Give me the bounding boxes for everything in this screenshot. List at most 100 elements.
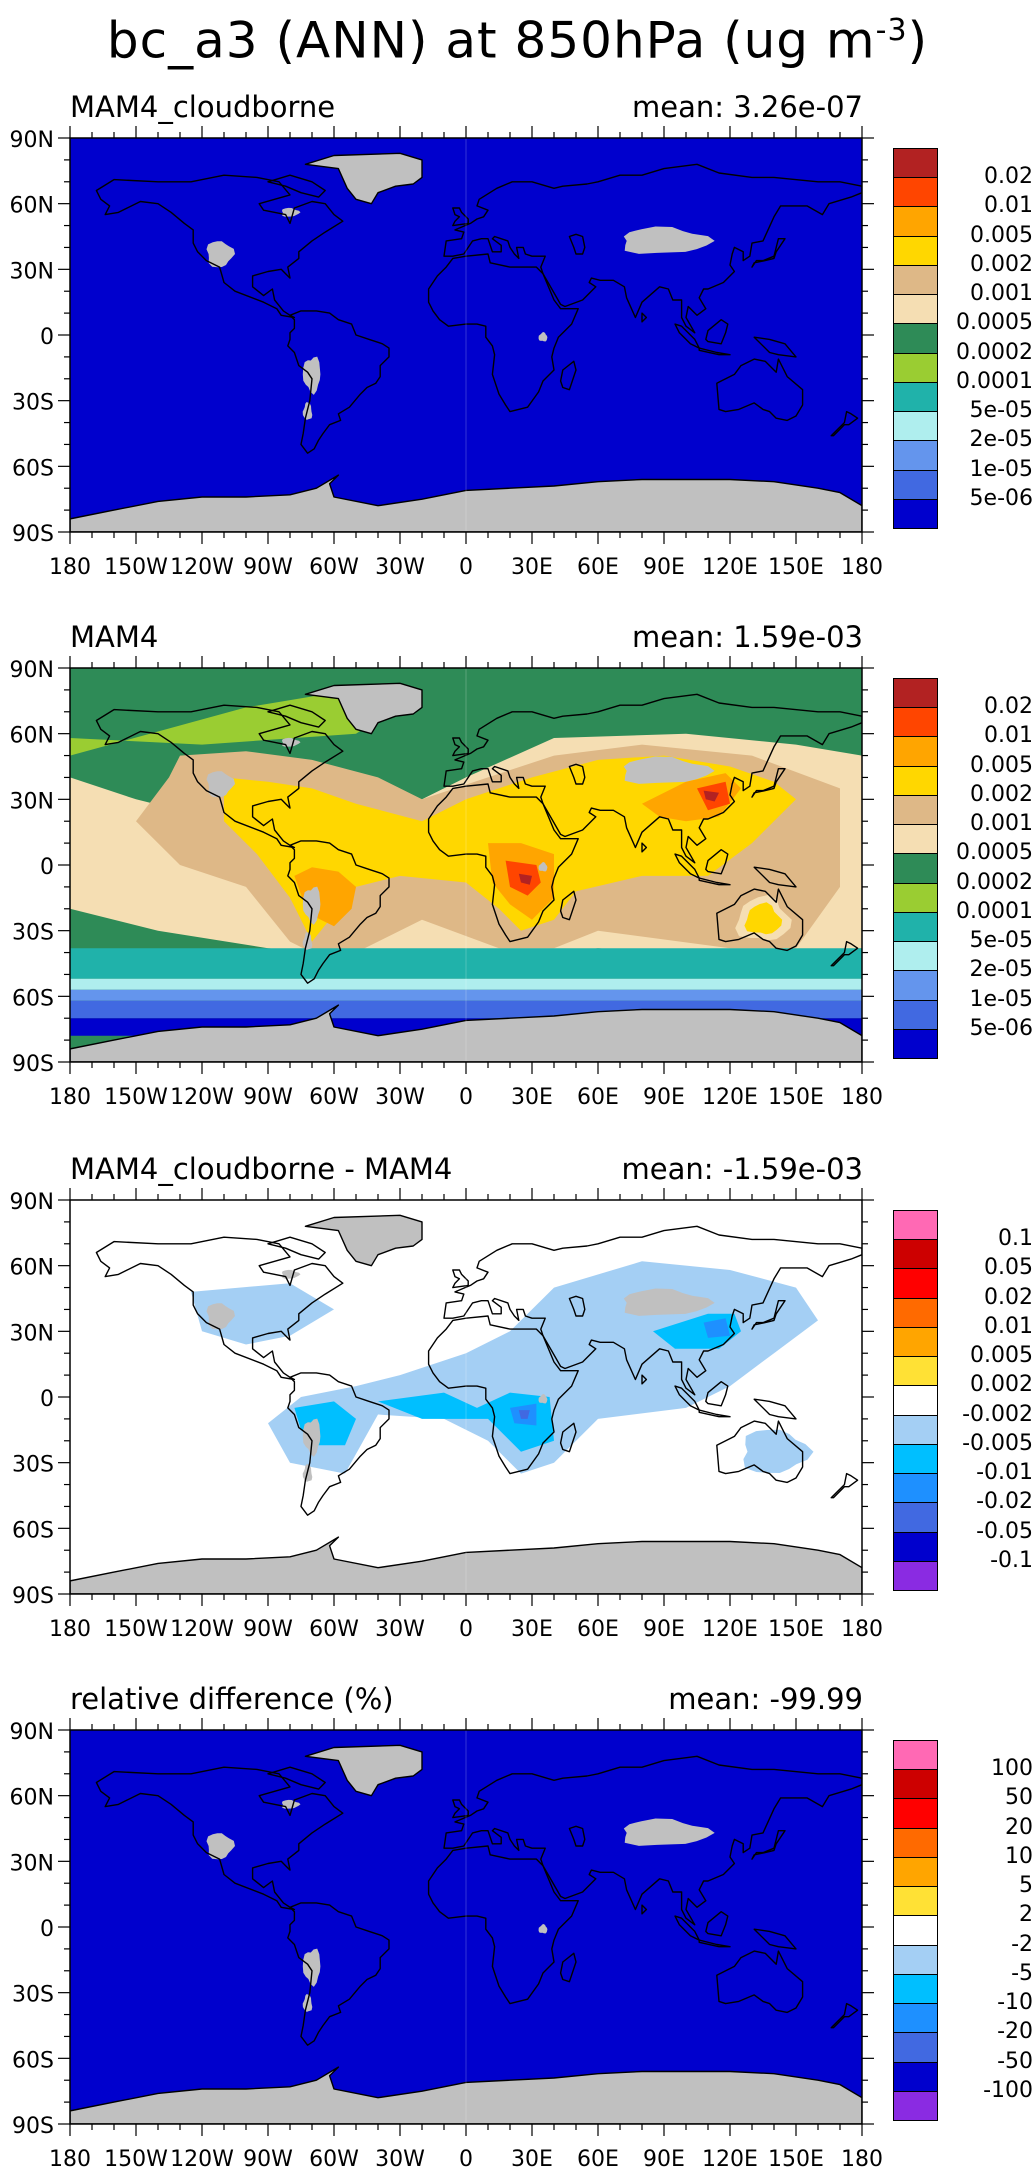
lon-tick-label: 60E xyxy=(577,555,619,580)
lon-tick-label: 180 xyxy=(49,1617,91,1642)
colorbar-swatch xyxy=(893,177,938,208)
colorbar-swatch xyxy=(893,1798,938,1829)
colorbar-swatch xyxy=(893,498,938,529)
colorbar-label: 0.02 xyxy=(984,164,1033,190)
lon-tick-label: 60E xyxy=(577,1617,619,1642)
contour-field xyxy=(191,1283,334,1345)
missing-data-region xyxy=(281,207,301,217)
colorbar-swatch xyxy=(893,824,938,855)
lon-tick-label: 60W xyxy=(309,1617,359,1642)
colorbar-label: 0.002 xyxy=(970,251,1033,277)
coastlines xyxy=(70,682,862,1062)
colorbar-label: 0.01 xyxy=(984,1313,1033,1339)
missing-data-region xyxy=(70,1005,862,1062)
colorbar-label: 0.002 xyxy=(970,1372,1033,1398)
missing-data-region xyxy=(538,862,548,872)
contour-field xyxy=(70,989,862,1001)
colorbar: 100 50 20 10 5 2 -2 -5 -10 -20 -50 -100 xyxy=(893,1740,1033,2121)
colorbar-label: -0.01 xyxy=(976,1460,1033,1486)
colorbar-swatch xyxy=(893,1560,938,1591)
colorbar-label: 0.002 xyxy=(970,781,1033,807)
colorbar-label: 0.0001 xyxy=(956,898,1033,924)
lat-tick-label: 0 xyxy=(40,855,54,880)
colorbar-label: 2 xyxy=(1019,1902,1033,1928)
lon-tick-label: 120W xyxy=(170,2147,234,2172)
colorbar-swatch xyxy=(893,1385,938,1416)
panel-mean: mean: -99.99 xyxy=(668,1682,863,1716)
lon-tick-label: 120W xyxy=(170,555,234,580)
colorbar-swatch xyxy=(893,1502,938,1533)
missing-data-region xyxy=(302,886,321,925)
missing-data-region xyxy=(623,1288,715,1316)
lat-tick-label: 90S xyxy=(12,2114,54,2139)
colorbar-swatch xyxy=(893,1268,938,1299)
lat-tick-label: 90N xyxy=(10,128,54,153)
lat-tick-label: 60N xyxy=(10,194,54,219)
colorbar-label: 0.0005 xyxy=(956,310,1033,336)
lat-tick-label: 30N xyxy=(10,1851,54,1876)
missing-data-region xyxy=(206,1833,235,1860)
colorbar-swatch xyxy=(893,882,938,913)
colorbar-swatch xyxy=(893,1297,938,1328)
colorbar-label: 5 xyxy=(1019,1873,1033,1899)
lon-tick-label: 120E xyxy=(702,555,758,580)
lon-tick-label: 30E xyxy=(511,1085,553,1110)
contour-field xyxy=(703,790,719,802)
lat-tick-label: 30N xyxy=(10,1321,54,1346)
colorbar-swatch xyxy=(893,1973,938,2005)
missing-data-region xyxy=(305,1215,422,1266)
lat-tick-label: 60S xyxy=(12,986,54,1011)
missing-data-region xyxy=(206,1303,235,1330)
map-area: 90N 60N 30N 0 30S 60S 90S 180 150W 120W 90W 60W 30W 0… xyxy=(10,656,883,1110)
lon-tick-label: 90E xyxy=(643,1085,685,1110)
missing-data-region xyxy=(70,475,862,532)
map-background xyxy=(70,138,862,532)
lat-tick-label: 90S xyxy=(12,1584,54,1609)
lat-tick-label: 30S xyxy=(12,1453,54,1478)
colorbar-label: -0.1 xyxy=(990,1547,1033,1573)
colorbar-swatch xyxy=(893,678,938,709)
colorbar-label: 0.005 xyxy=(970,1343,1033,1369)
colorbar-label: 0.001 xyxy=(970,281,1033,307)
colorbar-swatch xyxy=(893,2090,938,2121)
colorbar-swatch xyxy=(893,736,938,767)
colorbar-swatch xyxy=(893,1210,938,1241)
missing-data-region xyxy=(305,683,422,734)
lon-tick-label: 150W xyxy=(104,555,168,580)
colorbar-label: 1e-05 xyxy=(969,986,1033,1012)
axis-ticks xyxy=(58,656,874,1074)
panel-title: MAM4_cloudborne xyxy=(70,90,336,124)
colorbar-swatch xyxy=(893,1827,938,1858)
lon-tick-label: 150W xyxy=(104,1617,168,1642)
lon-tick-label: 150W xyxy=(104,1085,168,1110)
colorbar-label: 20 xyxy=(1005,1814,1033,1840)
missing-data-region xyxy=(305,153,422,204)
lon-tick-label: 120E xyxy=(702,1617,758,1642)
missing-data-region xyxy=(281,737,301,747)
lon-tick-label: 90E xyxy=(643,1617,685,1642)
lon-tick-label: 150W xyxy=(104,2147,168,2172)
lat-tick-label: 0 xyxy=(40,325,54,350)
missing-data-region xyxy=(206,241,235,268)
lon-tick-label: 30E xyxy=(511,1617,553,1642)
panel-mean: mean: -1.59e-03 xyxy=(621,1152,863,1186)
lat-tick-label: 30N xyxy=(10,789,54,814)
colorbar-label: 0.0001 xyxy=(956,368,1033,394)
colorbar-swatch xyxy=(893,1740,938,1771)
colorbar-swatch xyxy=(893,970,938,1001)
lat-tick-label: 90S xyxy=(12,522,54,547)
colorbar-label: 0.05 xyxy=(984,1255,1033,1281)
colorbar-label: 2e-05 xyxy=(969,427,1033,453)
lat-tick-label: 30S xyxy=(12,1983,54,2008)
lon-tick-label: 90E xyxy=(643,555,685,580)
colorbar-label: -20 xyxy=(997,2019,1033,2045)
lat-tick-label: 60S xyxy=(12,2048,54,2073)
lat-tick-label: 60S xyxy=(12,456,54,481)
contour-field xyxy=(70,978,862,990)
colorbar-label: 0.005 xyxy=(970,222,1033,248)
axis-ticks xyxy=(58,1718,874,2136)
lon-tick-label: 0 xyxy=(459,555,473,580)
colorbar-swatch xyxy=(893,1915,938,1946)
missing-data-region xyxy=(302,356,321,395)
colorbar-label: -5 xyxy=(1011,1960,1033,1986)
